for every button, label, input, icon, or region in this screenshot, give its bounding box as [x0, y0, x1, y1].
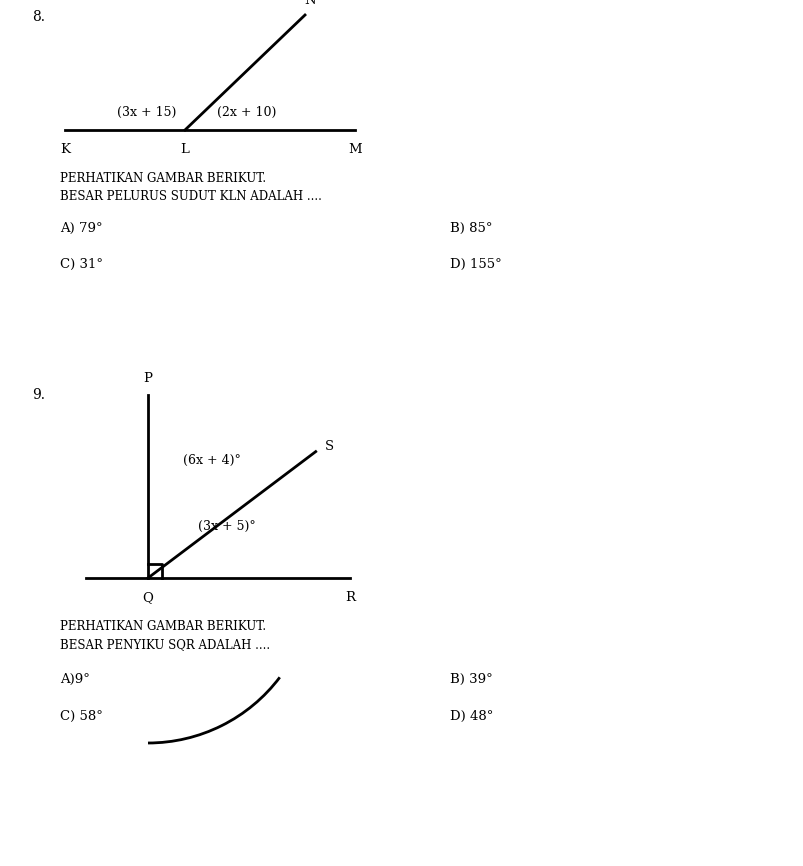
Text: S: S — [324, 440, 334, 453]
Text: (3x + 15): (3x + 15) — [117, 106, 177, 119]
Text: A)9°: A)9° — [60, 673, 90, 686]
Text: C) 31°: C) 31° — [60, 258, 103, 271]
Text: BESAR PENYIKU SQR ADALAH ....: BESAR PENYIKU SQR ADALAH .... — [60, 638, 270, 651]
Text: B) 39°: B) 39° — [450, 673, 492, 686]
Text: 9.: 9. — [32, 388, 45, 402]
Text: P: P — [143, 372, 153, 385]
Text: (6x + 4)°: (6x + 4)° — [183, 454, 241, 467]
Text: D) 48°: D) 48° — [450, 710, 493, 723]
Text: 8.: 8. — [32, 10, 45, 24]
Text: (3x + 5)°: (3x + 5)° — [198, 520, 255, 533]
Text: D) 155°: D) 155° — [450, 258, 501, 271]
Text: Q: Q — [142, 591, 153, 604]
Text: B) 85°: B) 85° — [450, 222, 492, 235]
Text: N: N — [304, 0, 316, 7]
Text: A) 79°: A) 79° — [60, 222, 103, 235]
Text: C) 58°: C) 58° — [60, 710, 103, 723]
Text: K: K — [60, 143, 70, 156]
Text: PERHATIKAN GAMBAR BERIKUT.: PERHATIKAN GAMBAR BERIKUT. — [60, 172, 266, 185]
Text: M: M — [348, 143, 361, 156]
Text: BESAR PELURUS SUDUT KLN ADALAH ....: BESAR PELURUS SUDUT KLN ADALAH .... — [60, 190, 321, 203]
Text: L: L — [181, 143, 190, 156]
Text: PERHATIKAN GAMBAR BERIKUT.: PERHATIKAN GAMBAR BERIKUT. — [60, 620, 266, 633]
Text: R: R — [344, 591, 355, 604]
Text: (2x + 10): (2x + 10) — [217, 106, 276, 119]
